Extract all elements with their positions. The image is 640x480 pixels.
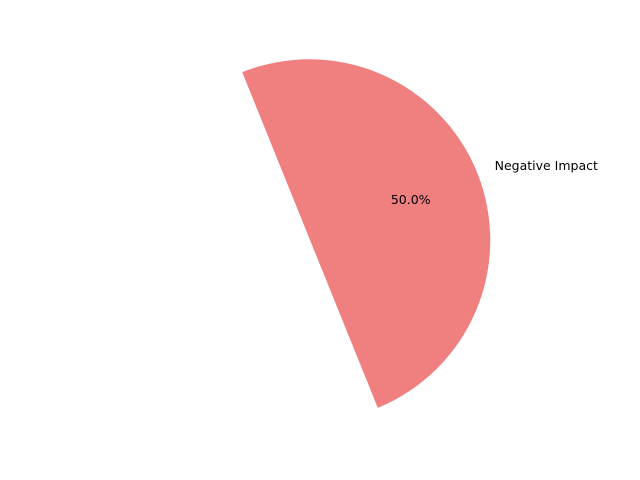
pie-slice-1	[242, 59, 491, 408]
pie-slices	[129, 59, 491, 421]
pie-pct-label-1: 50.0%	[391, 192, 431, 207]
pie-slice-0	[129, 72, 378, 421]
pie-labels: 50.0% Negative Impact	[391, 158, 598, 207]
pie-category-label-1: Negative Impact	[495, 158, 598, 173]
